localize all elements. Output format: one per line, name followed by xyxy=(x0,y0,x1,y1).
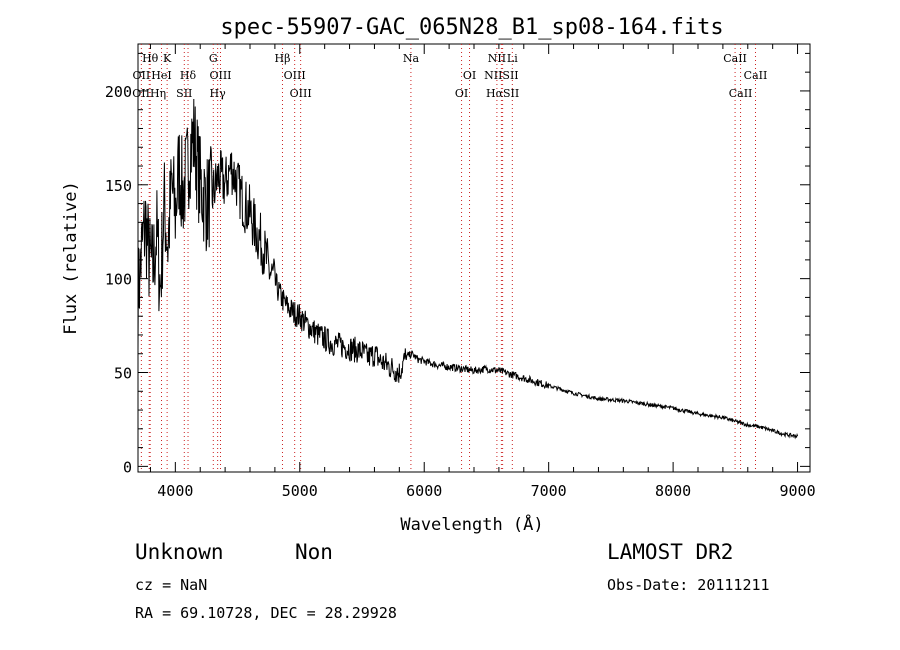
spectral-class: Unknown xyxy=(135,540,224,564)
emission-line-labels: Hθ K G Hβ Na NII Li CaII OII HeI Hδ OIII OIII OI NIISI… xyxy=(132,52,767,100)
y-tick-label: 150 xyxy=(105,177,132,195)
emission-line-label: G xyxy=(209,52,218,65)
y-tick-label: 200 xyxy=(105,83,132,101)
x-tick-label: 4000 xyxy=(157,482,193,500)
y-tick-label: 50 xyxy=(114,365,132,383)
emission-line-label: SII xyxy=(176,87,192,100)
emission-line-markers xyxy=(140,44,756,472)
emission-line-label: Hβ xyxy=(275,52,291,65)
emission-line-label: OIII xyxy=(209,69,231,82)
x-axis-label: Wavelength (Å) xyxy=(400,513,543,535)
axis-ticks: 4000 5000 6000 7000 8000 9000 0 50 100 150 200 xyxy=(105,44,816,500)
emission-line-label: Hδ xyxy=(180,69,197,82)
obs-date: Obs-Date: 20111211 xyxy=(607,576,770,594)
emission-line-label: Hγ xyxy=(210,87,227,100)
x-tick-label: 7000 xyxy=(531,482,567,500)
spectral-subclass: Non xyxy=(295,540,333,564)
x-tick-label: 5000 xyxy=(282,482,318,500)
emission-line-label: HeI xyxy=(151,69,171,82)
emission-line-label: HαSII xyxy=(486,87,519,100)
emission-line-label: OII xyxy=(133,69,151,82)
emission-line-label: K xyxy=(163,52,172,65)
emission-line-label: OIII xyxy=(284,69,306,82)
emission-line-label: CaII xyxy=(723,52,747,65)
emission-line-label: NIISII xyxy=(484,69,519,82)
chart-title: spec-55907-GAC_065N28_B1_sp08-164.fits xyxy=(220,15,723,40)
x-tick-label: 8000 xyxy=(655,482,691,500)
emission-line-label: Hθ xyxy=(142,52,159,65)
emission-line-label: OI xyxy=(455,87,468,100)
emission-line-label: NII xyxy=(488,52,506,65)
x-tick-label: 6000 xyxy=(406,482,442,500)
spectrum-line xyxy=(137,98,799,440)
plot-frame xyxy=(137,43,811,473)
coordinates: RA = 69.10728, DEC = 28.29928 xyxy=(135,604,397,622)
emission-line-label: OIIHη xyxy=(132,87,166,100)
emission-line-label: OIII xyxy=(290,87,312,100)
y-tick-label: 0 xyxy=(123,458,132,476)
emission-line-label: CaII xyxy=(744,69,768,82)
x-tick-label: 9000 xyxy=(779,482,815,500)
series-layer xyxy=(137,98,799,440)
redshift-cz: cz = NaN xyxy=(135,576,208,594)
emission-line-label: Li xyxy=(507,52,518,65)
y-axis-label: Flux (relative) xyxy=(61,181,81,335)
survey-name: LAMOST DR2 xyxy=(607,540,734,564)
emission-line-label: Na xyxy=(403,52,420,65)
emission-line-label: CaII xyxy=(729,87,753,100)
emission-line-label: OI xyxy=(463,69,476,82)
y-tick-label: 100 xyxy=(105,271,132,289)
